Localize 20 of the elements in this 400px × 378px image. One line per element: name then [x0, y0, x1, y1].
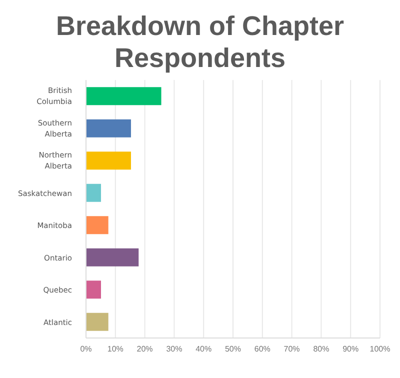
bar: [86, 152, 131, 170]
bar: [86, 280, 101, 299]
x-tick-label: 90%: [342, 344, 359, 354]
x-tick-label: 40%: [196, 344, 212, 354]
x-tick-label: 60%: [254, 344, 270, 354]
bar: [86, 87, 162, 106]
bar: [86, 248, 139, 266]
bar: [86, 312, 108, 331]
x-tick-label: 30%: [166, 344, 182, 354]
bar: [86, 216, 108, 234]
x-tick-label: 70%: [284, 344, 300, 354]
x-tick-label: 50%: [224, 344, 242, 354]
x-tick-label: 100%: [370, 344, 390, 354]
x-tick-label: 10%: [107, 344, 124, 354]
bar: [86, 184, 101, 202]
x-tick-label: 0%: [80, 344, 92, 354]
chart-title: Breakdown of Chapter Respondents: [54, 10, 346, 74]
x-tick-label: 20%: [136, 344, 153, 354]
x-tick-label: 80%: [313, 344, 330, 354]
bar: [86, 119, 131, 138]
